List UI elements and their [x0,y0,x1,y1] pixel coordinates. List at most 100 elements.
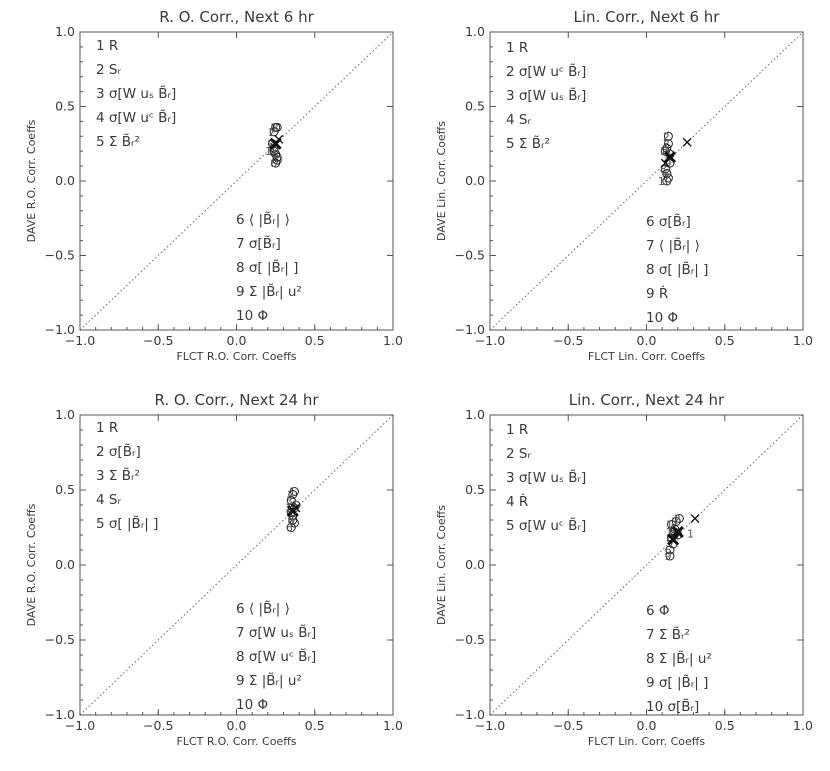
x-tick-label: −0.5 [143,333,173,348]
x-tick-label: −1.0 [475,718,505,733]
chart-panel-4: Lin. Corr., Next 24 hr −1.0−1.0 −0.5 −0.5 0.… [435,391,813,748]
y-tick-label: 0.5 [55,99,75,114]
y-axis-label: DAVE R.O. Corr. Coeffs [25,119,38,242]
legend-item: 5 Σ B̃ᵣ² [96,134,140,150]
data-point [667,520,677,529]
data-point-label: 6 [661,168,668,181]
data-point-label: 10 [265,145,279,158]
data-point-label: 1 [666,519,673,532]
data-point-label: 9 [664,550,671,563]
chart-title: Lin. Corr., Next 24 hr [569,391,725,409]
chart-panel-3: R. O. Corr., Next 24 hr −1.0−1.0 −0.5 −0.5 0… [25,391,403,748]
legend-item: 8 Σ |B̃ᵣ| u² [646,651,712,667]
x-axis-label: FLCT R.O. Corr. Coeffs [176,735,296,748]
data-point-label: 5 [267,138,274,151]
y-axis-label: DAVE Lin. Corr. Coeffs [435,121,448,241]
legend-item: 4 Sᵣ [96,492,121,508]
y-axis-label: DAVE Lin. Corr. Coeffs [435,505,448,625]
data-point-label: 8 [666,532,673,545]
identity-line [489,414,804,716]
identity-line [489,31,804,331]
data-point-cross [269,137,282,150]
x-tick-label: 1.0 [793,718,813,733]
y-tick-label: −0.5 [45,248,75,263]
legend-item: 1 R [506,422,528,438]
y-tick-label: 0.5 [465,482,485,497]
y-tick-label: −1.0 [455,707,485,722]
data-point-label: 1 [660,145,667,158]
data-point [272,122,282,132]
y-tick-label: 1.0 [465,407,485,422]
data-point-label: 6 [664,544,671,557]
legend-item: 2 σ[B̃ᵣ] [96,444,141,460]
x-tick-label: 0.0 [637,333,657,348]
y-tick-label: −1.0 [455,322,485,337]
data-point-label: 9 [272,151,279,164]
legend-item: 4 σ[W uᶜ B̃ᵣ] [96,110,176,126]
legend-item: 2 σ[W uᶜ B̃ᵣ] [506,64,586,80]
legend-item: 2 Sᵣ [96,62,121,78]
data-point-label: 1 [687,528,694,541]
y-tick-label: −1.0 [45,322,75,337]
y-tick-label: −0.5 [455,632,485,647]
data-point-label: 2 [674,513,681,526]
data-point [662,169,672,179]
data-point [288,490,298,499]
data-point-cross [682,137,692,147]
legend-item: 4 Ṙ [506,492,528,510]
legend-item: 7 Σ B̃ᵣ² [646,627,690,643]
data-point-label: 7 [663,172,670,185]
x-tick-label: −0.5 [143,718,173,733]
y-tick-label: 0.5 [55,482,75,497]
x-tick-label: −0.5 [553,718,583,733]
data-point-cross [291,503,301,513]
legend-item: 1 R [96,420,118,436]
y-tick-label: 0.0 [55,557,75,572]
legend-item: 3 Σ B̃ᵣ² [96,468,140,484]
data-point-cross [690,514,700,523]
x-tick-label: 1.0 [383,718,403,733]
data-point-label: 9 [664,157,671,170]
x-axis-label: FLCT Lin. Corr. Coeffs [588,735,706,748]
data-point-label: 8 [660,163,667,176]
y-tick-label: −0.5 [45,632,75,647]
data-point-cross [667,533,680,546]
legend-item: 3 σ[W uₛ B̃ᵣ] [506,88,586,104]
data-point-label: 3 [272,121,279,134]
data-point-label: 2 [269,126,276,139]
x-tick-label: −1.0 [65,333,95,348]
data-point [663,131,673,141]
x-tick-label: 0.0 [227,718,247,733]
data-point-label: 3 [671,516,678,529]
x-tick-label: 0.0 [637,718,657,733]
legend-item: 10 σ[B̃ᵣ] [646,699,699,715]
legend-item: 3 σ[W uₛ B̃ᵣ] [506,470,586,486]
x-tick-label: −0.5 [553,333,583,348]
data-point-cross [663,151,677,164]
legend-item: 6 Φ̇ [646,603,670,619]
y-tick-label: 1.0 [465,24,485,39]
data-point-label: 3 [286,495,293,508]
data-point-label: 4 [669,523,676,536]
legend-item: 6 ⟨ |B̃ᵣ| ⟩ [236,601,290,617]
legend-item: 9 Ṙ [646,284,668,302]
data-point [674,514,684,523]
legend-item: 9 Σ |B̃ᵣ| u² [236,284,302,300]
x-tick-label: 0.5 [305,333,325,348]
data-point-cross [274,134,284,144]
identity-line [79,31,394,331]
x-tick-label: 0.5 [715,333,735,348]
data-point-label: 2 [663,130,670,143]
data-point [662,176,672,186]
data-point-label: 8 [270,157,277,170]
y-tick-label: 0.0 [55,173,75,188]
x-tick-label: −1.0 [475,333,505,348]
data-point-label: 7 [668,538,675,551]
data-point-label: 6 [286,522,293,535]
chart-panel-1: R. O. Corr., Next 6 hr −1.0−1.0 −0.5 −0.5 0.… [25,8,403,363]
legend-item: 6 σ[B̃ᵣ] [646,214,691,230]
legend-item: 2 Sᵣ [506,446,531,462]
data-point-label: 8 [287,514,294,527]
data-point [663,139,673,149]
y-tick-label: 1.0 [55,407,75,422]
